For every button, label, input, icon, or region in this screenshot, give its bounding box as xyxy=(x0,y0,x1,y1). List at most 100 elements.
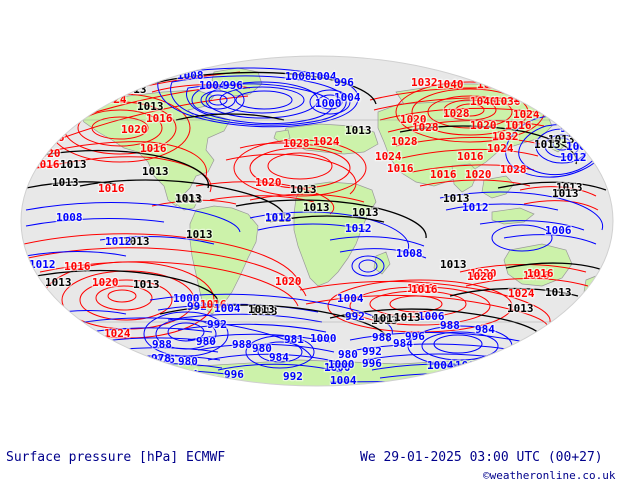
contour-label: 1016 xyxy=(430,168,457,181)
contour-label-halo: 1024 xyxy=(513,108,540,121)
contour-label-halo: 1013 xyxy=(123,235,150,248)
contour-label-halo: 1006 xyxy=(545,224,572,237)
contour-label: 1013 xyxy=(552,187,579,200)
contour-label-halo: 996 xyxy=(223,79,243,92)
contour-label: 1024 xyxy=(508,78,535,91)
contour-label: 1013 xyxy=(534,138,561,151)
contour-label: 1013 xyxy=(251,305,278,318)
contour-label-halo: 1012 xyxy=(345,222,372,235)
contour-label: 1013 xyxy=(371,314,398,327)
contour-label-halo: 1000 xyxy=(315,97,342,110)
contour-label-halo: 992 xyxy=(345,310,365,323)
contour-label: 988 xyxy=(372,331,392,344)
contour-label: 996 xyxy=(362,357,382,370)
contour-label: 1020 xyxy=(470,267,497,280)
contour-label: 1032 xyxy=(411,76,438,89)
contour-label-halo: 1020 xyxy=(470,267,497,280)
contour-label: 1013 xyxy=(142,165,169,178)
contour-label: 1024 xyxy=(513,108,540,121)
contour-label: 1013 xyxy=(45,276,72,289)
contour-label-halo: 1012 xyxy=(105,235,132,248)
footer-credit-link[interactable]: ©weatheronline.co.uk xyxy=(483,469,616,482)
contour-label: 1013 xyxy=(507,302,534,315)
contour-label-halo: 1020 xyxy=(275,275,302,288)
contour-label-halo: 1008 xyxy=(396,247,423,260)
contour-label: 992 xyxy=(153,373,173,386)
contour-label: 1016 xyxy=(457,150,484,163)
land-indonesia xyxy=(491,207,535,225)
contour-label: 1020 xyxy=(275,275,302,288)
contour-label: 992 xyxy=(187,300,207,313)
contour-label-halo: 1013 xyxy=(352,206,379,219)
contour-label-halo: 1016 xyxy=(407,282,434,295)
contour-label-halo: 1000 xyxy=(324,361,351,374)
contour-label: 1020 xyxy=(129,68,156,81)
contour-label-halo: 1006 xyxy=(418,310,445,323)
contour-label: 1013 xyxy=(443,192,470,205)
contour-label: 1000 xyxy=(315,97,342,110)
contour-label: 1012 xyxy=(345,222,372,235)
contour-label-halo: 1013 xyxy=(373,312,400,325)
contour-label-halo: 992 xyxy=(362,345,382,358)
contour-label: 1028 xyxy=(283,137,310,150)
contour-label: 1013 xyxy=(290,183,317,196)
contour-label: 996 xyxy=(334,76,354,89)
contour-label-halo: 988 xyxy=(152,338,172,351)
contour-label: 1008 xyxy=(56,211,83,224)
contour-label: 1020 xyxy=(255,176,282,189)
land-british-isles xyxy=(273,129,291,143)
contour-label-halo: 1020 xyxy=(255,176,282,189)
contour-label-halo: 1004 xyxy=(337,292,364,305)
contour-label: 1020 xyxy=(400,113,427,126)
contour-label: 1024 xyxy=(508,287,535,300)
contour-label-halo: 1013 xyxy=(440,258,467,271)
contour-label: 1004 xyxy=(578,133,605,146)
contour-label-halo: 988 xyxy=(440,319,460,332)
contour-label-halo: 1000 xyxy=(310,332,337,345)
contour-label-halo: 1008 xyxy=(56,211,83,224)
pressure-map[interactable]: 1020 1020 1013 1013 1013 1013 1028 1028 1020 1020… xyxy=(0,0,634,438)
contour-label-halo: 1004 xyxy=(330,374,357,387)
contour-label: 1013 xyxy=(545,286,572,299)
contour-label: 1013 xyxy=(265,212,292,225)
contour-label-halo: 1013 xyxy=(345,124,372,137)
contour-label: 1028 xyxy=(500,163,527,176)
contour-label-halo: 1004 xyxy=(578,133,605,146)
contour-label: 1004 xyxy=(334,91,361,104)
contour-label-halo: 1032 xyxy=(411,76,438,89)
land-central-america xyxy=(175,193,199,211)
contour-label: 981 xyxy=(284,333,304,346)
contour-label-halo: 984 xyxy=(393,337,413,350)
contour-label: 1040 xyxy=(437,78,464,91)
contour-label: 1013 xyxy=(352,206,379,219)
contour-label-halo: 1028 xyxy=(412,121,439,134)
contour-label: 992 xyxy=(362,345,382,358)
contour-label: 1016 xyxy=(411,283,438,296)
contour-label: 1004 xyxy=(330,374,357,387)
contour-label-halo: 1016 xyxy=(505,119,532,132)
contour-label: 988 xyxy=(440,319,460,332)
map-canvas[interactable]: 1020102010131013101310131028102810201020… xyxy=(0,0,634,438)
contour-label: 1013 xyxy=(394,311,421,324)
contour-label: 984 xyxy=(475,323,495,336)
contour-label-halo: 1013 xyxy=(137,100,164,113)
contour-label: 1000 xyxy=(173,292,200,305)
land-india xyxy=(451,163,479,193)
contour-label-halo: 1020 xyxy=(129,68,156,81)
contour-label: 1024 xyxy=(100,93,127,106)
contour-label-halo: 1013 xyxy=(133,278,160,291)
contour-label-halo: 988 xyxy=(372,331,392,344)
contour-label: 1013 xyxy=(52,176,79,189)
contour-label: 980 xyxy=(178,355,198,368)
contour-label-halo: 980 xyxy=(196,335,216,348)
contour-label: 1000 xyxy=(328,358,355,371)
contour-label: 1028 xyxy=(391,135,418,148)
contour-label: 1028 xyxy=(443,107,470,120)
contour-label: 980 xyxy=(196,335,216,348)
contour-label: 1013 xyxy=(176,193,203,206)
contour-label-halo: 1016 xyxy=(430,168,457,181)
contour-label-halo: 1012 xyxy=(265,211,292,224)
contour-label: 1013 xyxy=(123,235,150,248)
contour-label-halo: 1013 xyxy=(394,311,421,324)
contour-label-halo: 1013 xyxy=(248,303,275,316)
